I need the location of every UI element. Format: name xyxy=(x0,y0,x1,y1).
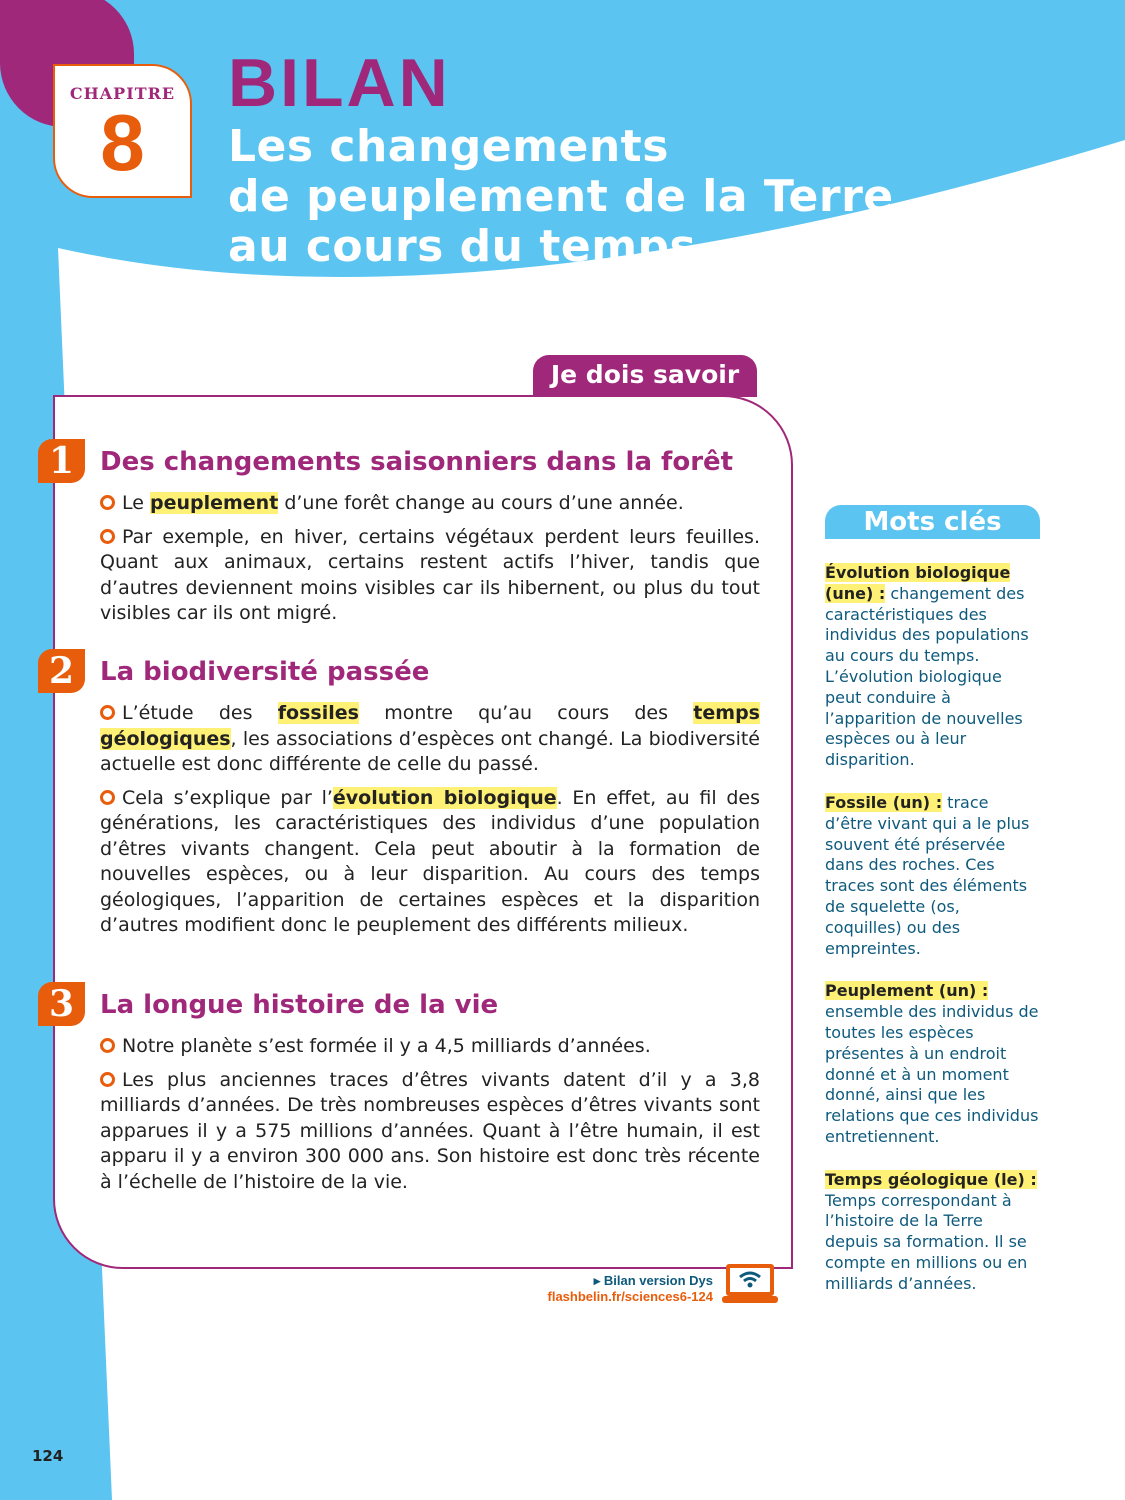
chapter-number: 8 xyxy=(100,98,145,187)
paragraph: Par exemple, en hiver, certains végétaux… xyxy=(100,525,760,627)
keywords-list: Évolution biologique (une) : changement … xyxy=(825,563,1040,1317)
keyword-definition: Temps géologique (le) : Temps correspond… xyxy=(825,1169,1040,1295)
keyword-definition: Peuplement (un) : ensemble des individus… xyxy=(825,981,1040,1147)
bullet-icon xyxy=(100,1071,115,1087)
paragraph: Cela s’explique par l’évolution biologiq… xyxy=(100,786,760,939)
laptop-wifi-icon[interactable] xyxy=(722,1262,778,1306)
dys-link[interactable]: ▸ Bilan version Dys flashbelin.fr/scienc… xyxy=(548,1273,713,1305)
section-heading: La longue histoire de la vie xyxy=(100,990,499,1020)
keyword-text: changement des caractéristiques des indi… xyxy=(825,583,1029,770)
text: montre qu’au cours des xyxy=(358,702,694,724)
title-line: Les changements xyxy=(228,121,669,172)
text: , les associations d’espèces ont changé.… xyxy=(100,727,760,776)
keyword-term: Temps géologique (le) : xyxy=(825,1169,1037,1189)
je-dois-savoir-tab: Je dois savoir xyxy=(533,355,757,397)
section-number: 3 xyxy=(38,982,85,1026)
bullet-icon xyxy=(100,705,115,720)
keyword-definition: Fossile (un) : trace d’être vivant qui a… xyxy=(825,792,1040,959)
section-number: 2 xyxy=(38,649,85,693)
keyword-text: trace d’être vivant qui a le plus souven… xyxy=(825,792,1030,958)
key-term: fossiles xyxy=(277,702,359,724)
paragraph: Les plus anciennes traces d’êtres vivant… xyxy=(100,1068,760,1196)
keyword-text: Temps correspondant à l’histoire de la T… xyxy=(825,1190,1028,1293)
bullet-icon xyxy=(100,495,115,510)
page-title: Les changements de peuplement de la Terr… xyxy=(228,122,894,272)
title-line: de peuplement de la Terre xyxy=(228,171,894,222)
section-number: 1 xyxy=(38,439,85,483)
keywords-title: Mots clés xyxy=(825,505,1040,539)
paragraph: Le peuplement d’une forêt change au cour… xyxy=(100,491,760,517)
key-term: évolution biologique xyxy=(332,786,557,809)
paragraph: Notre planète s’est formée il y a 4,5 mi… xyxy=(100,1034,760,1060)
section-paragraphs: Le peuplement d’une forêt change au cour… xyxy=(100,491,760,635)
bullet-icon xyxy=(100,789,115,805)
key-term: peuplement xyxy=(149,492,279,514)
text: Les plus anciennes traces d’êtres vivant… xyxy=(100,1068,760,1193)
text: . En effet, au fil des générations, les … xyxy=(100,786,761,937)
bullet-icon xyxy=(100,1038,115,1053)
section-paragraphs: Notre planète s’est formée il y a 4,5 mi… xyxy=(100,1034,760,1203)
keyword-term: Peuplement (un) : xyxy=(825,981,989,1001)
text: Notre planète s’est formée il y a 4,5 mi… xyxy=(122,1035,651,1057)
title-line: au cours du temps xyxy=(228,221,697,272)
section-heading: La biodiversité passée xyxy=(100,657,430,687)
text: L’étude des xyxy=(122,702,278,724)
page-number: 124 xyxy=(32,1447,64,1465)
keyword-text: ensemble des individus de toutes les esp… xyxy=(825,1002,1039,1146)
kicker: BILAN xyxy=(228,45,451,121)
section-heading: Des changements saisonniers dans la forê… xyxy=(100,447,734,477)
keyword-term: Fossile (un) : xyxy=(825,792,943,812)
link-label[interactable]: ▸ Bilan version Dys xyxy=(593,1273,713,1288)
text: d’une forêt change au cours d’une année. xyxy=(278,492,684,514)
chapter-label: CHAPITRE xyxy=(69,84,176,103)
bullet-icon xyxy=(100,528,115,544)
section-paragraphs: L’étude des fossiles montre qu’au cours … xyxy=(100,701,760,947)
text: Le xyxy=(122,492,150,514)
keyword-definition: Évolution biologique (une) : changement … xyxy=(825,563,1040,771)
chapter-badge: CHAPITRE 8 xyxy=(53,64,192,198)
text: Par exemple, en hiver, certains végétaux… xyxy=(100,525,760,625)
link-url[interactable]: flashbelin.fr/sciences6-124 xyxy=(547,1289,713,1304)
text: Cela s’explique par l’ xyxy=(122,786,333,809)
paragraph: L’étude des fossiles montre qu’au cours … xyxy=(100,701,760,778)
summary-box: 1 Des changements saisonniers dans la for… xyxy=(38,395,793,1269)
